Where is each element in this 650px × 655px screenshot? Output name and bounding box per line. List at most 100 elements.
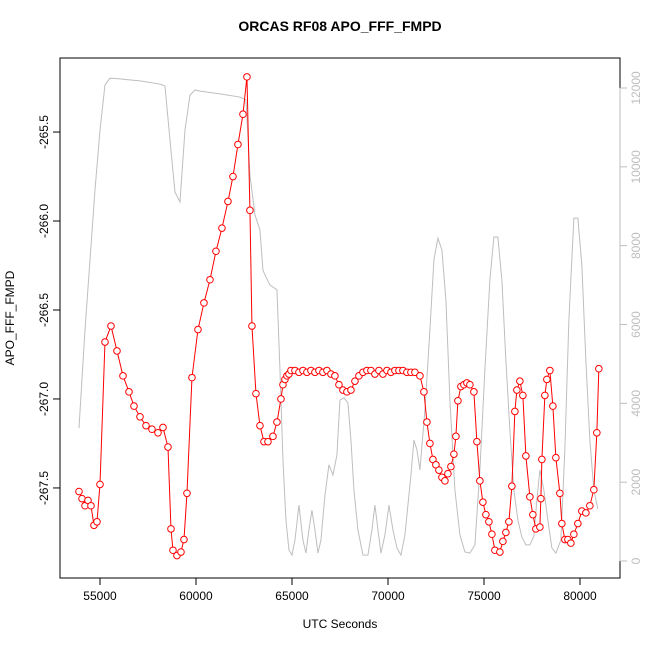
data-point [485,517,493,526]
data-point [476,477,484,485]
data-point [177,548,185,556]
data-point [248,322,256,330]
data-point [130,402,138,410]
data-point [511,407,519,416]
data-point [522,452,530,460]
data-point [101,338,109,346]
data-point [466,380,474,389]
data-point [252,389,260,398]
data-point [136,412,144,421]
data-point [552,453,560,462]
data-point [488,530,496,539]
y-axis-label: APO_FFF_FMPD [3,270,17,365]
data-point [567,539,575,547]
y2-tick-label: 8000 [629,232,643,259]
data-point [452,432,460,441]
y-tick-label: -265.5 [37,115,51,149]
data-point [541,391,549,400]
data-point [502,528,510,537]
data-point [447,462,455,471]
data-point [543,375,551,384]
data-point [107,322,115,330]
x-tick-label: 80000 [563,589,597,603]
data-point [277,395,285,403]
data-point [499,537,507,546]
y-tick-label: -266.5 [37,293,51,327]
data-point [224,197,232,206]
data-point [482,510,490,519]
chart-title: ORCAS RF08 APO_FFF_FMPD [238,18,441,34]
series-line [78,77,599,557]
data-point [351,377,359,385]
data-point [269,432,277,441]
data-point [183,489,191,498]
data-point [441,477,449,485]
data-point [125,388,133,396]
data-point [519,391,527,400]
data-point [420,388,428,396]
data-point [496,548,504,556]
data-point [264,437,272,446]
data-point [148,425,156,434]
data-point [167,525,175,533]
data-point [546,366,554,375]
data-point [154,428,162,437]
data-point [246,206,254,215]
data-point [582,509,590,517]
data-point [194,325,202,334]
x-tick-label: 60000 [179,589,213,603]
data-point [505,517,513,526]
y2-tick-label: 12000 [629,71,643,105]
data-point [87,501,95,510]
data-point [256,421,264,430]
data-point [529,510,537,519]
y-tick-label: -267.5 [37,471,51,505]
y2-tick-label: 4000 [629,390,643,417]
data-point [593,428,601,437]
x-tick-label: 65000 [275,589,309,603]
data-point [526,493,534,501]
x-tick-label: 70000 [371,589,405,603]
data-point [113,347,121,355]
data-point [435,466,443,474]
data-point [473,437,481,446]
y-tick-label: -267.0 [37,382,51,416]
data-point [470,388,478,396]
data-point [558,519,566,528]
data-point [212,247,220,256]
data-point [444,469,452,478]
data-point [536,523,544,531]
x-tick-label: 75000 [467,589,501,603]
y2-tick-label: 2000 [629,469,643,496]
data-point [243,73,251,81]
data-point [331,372,339,380]
data-point [200,299,208,307]
data-point [218,224,226,232]
data-point [206,275,214,284]
x-tick-label: 55000 [83,589,117,603]
data-point [423,418,431,426]
data-point [595,364,603,373]
data-point [234,140,242,149]
data-point [347,386,355,394]
y2-tick-label: 10000 [629,150,643,184]
data-point [513,386,521,394]
data-point [586,501,594,510]
data-point [273,418,281,426]
y2-tick-label: 0 [629,557,643,564]
data-point [574,519,582,528]
x-axis-label: UTC Seconds [303,617,378,631]
data-point [229,172,237,181]
data-point [411,368,419,377]
data-point [239,110,247,119]
data-point [549,402,557,410]
y-tick-label: -266.0 [37,204,51,238]
data-point [426,439,434,448]
data-point [590,485,598,494]
y2-tick-label: 6000 [629,311,643,338]
data-point [93,517,101,526]
data-point [142,421,150,430]
data-point [556,489,564,498]
